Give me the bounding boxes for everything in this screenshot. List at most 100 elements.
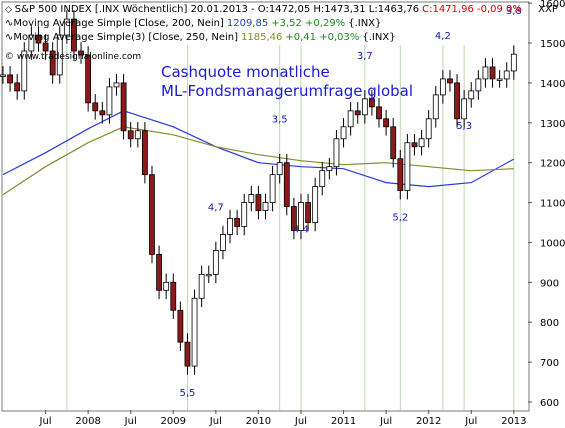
y-tick-label: 1300 (540, 119, 565, 130)
x-tick-label: 2009 (161, 416, 186, 427)
candle-body (361, 98, 368, 116)
candle-body (255, 194, 262, 211)
candle-body (383, 118, 390, 128)
candle-body (269, 174, 276, 203)
candle-body (454, 82, 460, 120)
ma250-line (2, 126, 514, 196)
y-tick-label: 1000 (540, 238, 565, 249)
header-line3-change: +0,41 +0,03% (285, 32, 359, 43)
candle-body (312, 186, 319, 223)
candle (312, 177, 319, 232)
candle (21, 42, 28, 100)
candle-body (397, 158, 404, 192)
y-tick-label: 1600 (540, 0, 565, 10)
candle-body (404, 142, 411, 192)
candle (106, 78, 113, 124)
candle-body (475, 78, 482, 92)
candle (454, 74, 460, 128)
candle (340, 118, 347, 148)
candle-body (432, 94, 439, 120)
candle-body (113, 82, 120, 88)
candle (35, 26, 42, 52)
candle (241, 193, 248, 236)
candle-body (106, 86, 113, 116)
x-tick-label: 2012 (416, 416, 441, 427)
candle (227, 209, 233, 244)
candle-body (49, 50, 56, 76)
candle (269, 165, 276, 212)
candle-body (276, 162, 283, 176)
candle (220, 225, 226, 260)
candle-body (461, 98, 468, 120)
candle (390, 118, 397, 168)
candle (191, 289, 198, 375)
candle-body (305, 202, 311, 223)
candle-body (14, 82, 21, 92)
candle (369, 90, 375, 116)
candle (71, 10, 77, 60)
candle-body (447, 78, 453, 84)
header-line3-sym: {.INX} (362, 32, 395, 43)
candle-body (99, 110, 106, 116)
candle (468, 82, 475, 108)
candle (475, 70, 482, 100)
plot-frame (1, 1, 530, 412)
candle (92, 94, 99, 120)
candle (198, 265, 205, 308)
candle-body (28, 34, 35, 52)
candle-body (248, 194, 255, 203)
candle (156, 245, 162, 300)
candle (78, 42, 84, 64)
candle-body (71, 18, 77, 52)
annotation-label: 4,2 (435, 31, 451, 42)
candle (347, 102, 354, 136)
header-legend: ◇ S&P 500 INDEX [.INX Wöchentlich] 20.01… (5, 4, 558, 62)
candle-body (156, 254, 162, 291)
candle (439, 70, 446, 104)
candle (85, 46, 92, 112)
candle-body (56, 34, 63, 76)
candle (113, 74, 120, 96)
candle (56, 26, 63, 84)
candle-body (134, 130, 141, 140)
candle (482, 58, 489, 88)
y-tick-label: 700 (540, 358, 559, 369)
candle (432, 86, 439, 128)
candle-body (425, 118, 432, 140)
candle-body (439, 78, 446, 96)
candle (127, 122, 134, 148)
vertical-markers (66, 45, 515, 410)
ma200-line (2, 110, 515, 188)
header-line2-sym: {.INX} (348, 18, 381, 29)
candle-body (35, 34, 42, 44)
candle (14, 74, 21, 100)
candle-body (220, 234, 226, 251)
candle-body (21, 50, 28, 92)
candle (205, 265, 212, 284)
annotation-label: 5,2 (392, 213, 408, 224)
candle (141, 122, 148, 184)
annotation-labels: 3,45,54,73,54,43,75,24,25,33,8 (180, 6, 522, 399)
candle-body (63, 18, 70, 36)
annotation-label: 4,4 (293, 225, 309, 236)
annotation-label: 4,7 (208, 202, 224, 213)
y-axis: 600 700 800 900 1000 1100 1200 1300 1400 1500 1600 (528, 0, 565, 409)
candle-body (262, 202, 269, 211)
candle (283, 153, 290, 216)
y-tick-label: 1200 (540, 159, 565, 170)
candle-body (489, 66, 496, 80)
candle-body (319, 170, 326, 188)
y-tick-label: 600 (540, 398, 559, 409)
candle-body (354, 110, 361, 116)
candle (418, 129, 425, 156)
candle (298, 193, 304, 240)
candle (248, 185, 255, 212)
x-tick-label: Jul (124, 416, 137, 427)
candle-body (347, 110, 354, 128)
candle-body (42, 42, 49, 52)
candle (326, 157, 333, 180)
y-tick-label: 1100 (540, 199, 565, 210)
candle (489, 58, 496, 88)
